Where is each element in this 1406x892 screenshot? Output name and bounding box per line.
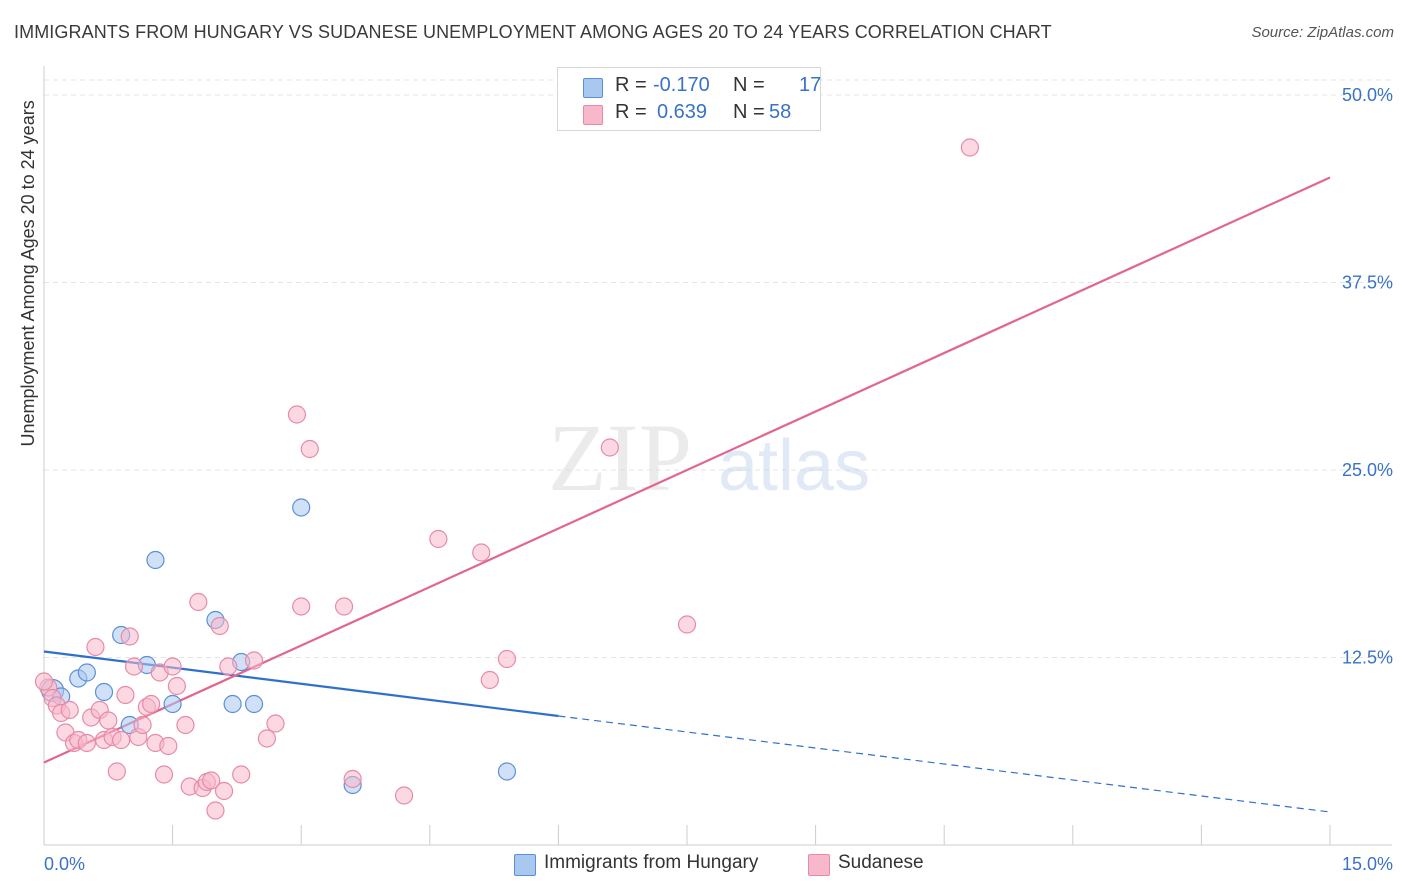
grid-lines (44, 79, 1392, 658)
legend-r-value: -0.170 (653, 74, 710, 96)
point-sudanese (300, 439, 319, 459)
y-tick-label: 37.5% (1342, 273, 1393, 293)
point-sudanese (176, 715, 195, 735)
source-label: Source: ZipAtlas.com (1251, 24, 1394, 41)
point-sudanese (112, 730, 131, 750)
watermark-atlas: atlas (718, 426, 870, 506)
bottom-legend-swatch (514, 854, 536, 876)
point-sudanese (677, 615, 697, 634)
point-sudanese (163, 657, 182, 676)
point-sudanese (232, 765, 251, 784)
bottom-legend-label: Sudanese (838, 852, 924, 873)
trend-line-hungary (43, 650, 559, 718)
y-tick-label: 25.0% (1342, 460, 1393, 480)
legend-swatch-sudanese (583, 105, 603, 125)
point-hungary (146, 550, 165, 570)
point-sudanese (206, 801, 225, 820)
data-points (34, 138, 980, 820)
point-sudanese (429, 529, 448, 549)
point-sudanese (480, 670, 499, 690)
correlation-legend: R = -0.170 N = 17 R = 0.639 N = 58 (557, 67, 821, 131)
point-sudanese (167, 676, 186, 696)
point-sudanese (159, 736, 178, 756)
point-sudanese (133, 715, 152, 735)
point-hungary (244, 694, 264, 714)
point-sudanese (257, 729, 277, 748)
chart-title: IMMIGRANTS FROM HUNGARY VS SUDANESE UNEM… (14, 22, 1052, 42)
y-tick-labels: 12.5% 25.0% 37.5% 50.0% (1342, 85, 1393, 668)
point-sudanese (142, 694, 161, 714)
point-sudanese (960, 138, 980, 157)
y-axis-label: Unemployment Among Ages 20 to 24 years (18, 100, 38, 447)
point-sudanese (287, 405, 307, 424)
legend-r-value: 0.639 (657, 101, 708, 123)
point-sudanese (77, 733, 96, 753)
point-sudanese (334, 597, 354, 616)
x-tick-labels: 0.0% 15.0% (44, 854, 1393, 874)
y-tick-label: 50.0% (1342, 85, 1393, 105)
point-sudanese (472, 543, 491, 562)
point-sudanese (600, 438, 619, 457)
point-sudanese (214, 781, 234, 801)
legend-r-label: R = (615, 74, 647, 96)
point-sudanese (107, 762, 126, 781)
point-hungary (292, 498, 311, 517)
point-sudanese (292, 597, 311, 616)
point-sudanese (34, 672, 54, 691)
point-sudanese (189, 592, 208, 612)
watermark-zip: ZIP (548, 404, 692, 511)
point-sudanese (394, 786, 414, 805)
legend-n-label: N = (733, 101, 765, 123)
point-sudanese (210, 616, 229, 636)
legend-n-value: 58 (769, 101, 792, 123)
x-tick-label: 0.0% (44, 854, 85, 874)
bottom-legend-label: Immigrants from Hungary (544, 852, 759, 873)
point-hungary (163, 694, 182, 714)
point-hungary (223, 694, 242, 714)
point-sudanese (219, 657, 238, 676)
point-sudanese (266, 714, 285, 733)
point-sudanese (343, 769, 362, 789)
legend-n-label: N = (733, 74, 765, 96)
point-sudanese (244, 651, 264, 670)
point-sudanese (99, 711, 118, 730)
legend-n-value: 17 (799, 74, 822, 96)
legend-swatch-hungary (583, 78, 603, 98)
x-tick-label: 15.0% (1342, 854, 1393, 874)
point-sudanese (154, 765, 174, 784)
point-hungary (77, 663, 96, 682)
point-sudanese (86, 637, 105, 657)
point-sudanese (120, 627, 139, 646)
trend-line-hungary-extension (558, 715, 1331, 813)
point-hungary (94, 682, 114, 702)
point-sudanese (60, 700, 79, 720)
point-sudanese (116, 685, 135, 705)
axes (43, 66, 1392, 846)
point-sudanese (497, 649, 517, 669)
watermark: ZIP atlas (548, 404, 870, 511)
bottom-legend-swatch (808, 854, 830, 876)
point-sudanese (124, 657, 144, 676)
point-hungary (497, 762, 517, 781)
point-sudanese (202, 771, 221, 790)
y-tick-label: 12.5% (1342, 648, 1393, 668)
legend-r-label: R = (615, 101, 647, 123)
